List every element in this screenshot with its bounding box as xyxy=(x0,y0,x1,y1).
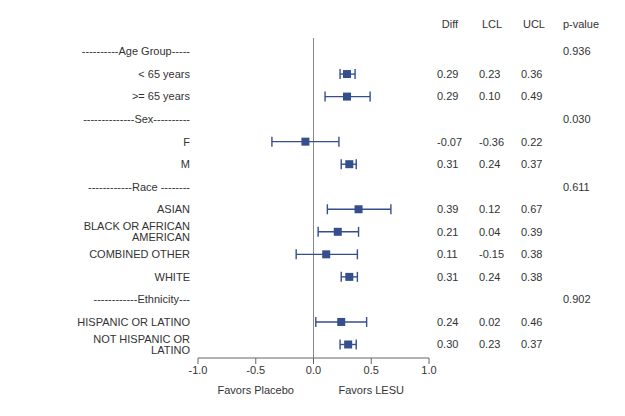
svg-text:1.0: 1.0 xyxy=(421,364,436,376)
svg-text:0.04: 0.04 xyxy=(479,226,500,238)
svg-text:0.02: 0.02 xyxy=(479,316,500,328)
svg-text:0.31: 0.31 xyxy=(437,271,458,283)
svg-text:0.22: 0.22 xyxy=(521,136,542,148)
svg-text:0.936: 0.936 xyxy=(563,45,591,57)
svg-text:Favors LESU: Favors LESU xyxy=(339,384,404,396)
svg-text:-1.0: -1.0 xyxy=(189,364,208,376)
svg-text:0.10: 0.10 xyxy=(479,90,500,102)
svg-text:NOT HISPANIC ORLATINO: NOT HISPANIC ORLATINO xyxy=(93,333,190,356)
svg-text:0.611: 0.611 xyxy=(563,181,590,193)
svg-text:0.23: 0.23 xyxy=(479,68,500,80)
svg-text:0.24: 0.24 xyxy=(479,271,500,283)
svg-text:0.67: 0.67 xyxy=(521,203,542,215)
svg-text:-0.15: -0.15 xyxy=(479,248,504,260)
svg-text:0.902: 0.902 xyxy=(563,293,591,305)
svg-text:COMBINED OTHER: COMBINED OTHER xyxy=(89,248,190,260)
svg-text:-0.36: -0.36 xyxy=(479,136,504,148)
svg-text:LCL: LCL xyxy=(482,18,502,30)
svg-text:0.39: 0.39 xyxy=(521,226,542,238)
svg-text:0.31: 0.31 xyxy=(437,158,458,170)
svg-text:< 65 years: < 65 years xyxy=(138,68,190,80)
svg-text:0.29: 0.29 xyxy=(437,68,458,80)
svg-text:-0.07: -0.07 xyxy=(437,136,462,148)
svg-text:HISPANIC OR LATINO: HISPANIC OR LATINO xyxy=(77,316,190,328)
svg-text:0.11: 0.11 xyxy=(437,248,458,260)
svg-text:BLACK OR AFRICANAMERICAN: BLACK OR AFRICANAMERICAN xyxy=(84,220,190,243)
svg-text:0.24: 0.24 xyxy=(479,158,500,170)
svg-text:------------Ethnicity---: ------------Ethnicity--- xyxy=(93,293,190,305)
svg-text:----------Age Group-----: ----------Age Group----- xyxy=(82,45,190,57)
svg-text:Favors Placebo: Favors Placebo xyxy=(218,384,294,396)
svg-text:p-value: p-value xyxy=(563,18,599,30)
svg-text:0.49: 0.49 xyxy=(521,90,542,102)
svg-text:>= 65 years: >= 65 years xyxy=(132,90,191,102)
svg-text:0.030: 0.030 xyxy=(563,113,591,125)
svg-text:UCL: UCL xyxy=(523,18,545,30)
svg-text:0.29: 0.29 xyxy=(437,90,458,102)
svg-text:0.36: 0.36 xyxy=(521,68,542,80)
svg-text:------------Race --------: ------------Race -------- xyxy=(88,181,190,193)
svg-text:0.23: 0.23 xyxy=(479,338,500,350)
svg-text:0.46: 0.46 xyxy=(521,316,542,328)
svg-text:ASIAN: ASIAN xyxy=(157,203,190,215)
svg-text:0.12: 0.12 xyxy=(479,203,500,215)
svg-text:WHITE: WHITE xyxy=(155,271,190,283)
svg-text:0.24: 0.24 xyxy=(437,316,458,328)
svg-text:M: M xyxy=(181,158,190,170)
svg-text:0.39: 0.39 xyxy=(437,203,458,215)
svg-text:0.37: 0.37 xyxy=(521,338,542,350)
svg-text:-0.5: -0.5 xyxy=(246,364,265,376)
svg-text:Diff: Diff xyxy=(442,18,459,30)
svg-text:0.38: 0.38 xyxy=(521,248,542,260)
svg-text:0.30: 0.30 xyxy=(437,338,458,350)
svg-text:0.38: 0.38 xyxy=(521,271,542,283)
svg-text:0.37: 0.37 xyxy=(521,158,542,170)
svg-text:0.21: 0.21 xyxy=(437,226,458,238)
svg-text:0.0: 0.0 xyxy=(306,364,321,376)
svg-text:0.5: 0.5 xyxy=(364,364,379,376)
svg-text:F: F xyxy=(183,136,190,148)
svg-text:--------------Sex----------: --------------Sex---------- xyxy=(83,113,190,125)
